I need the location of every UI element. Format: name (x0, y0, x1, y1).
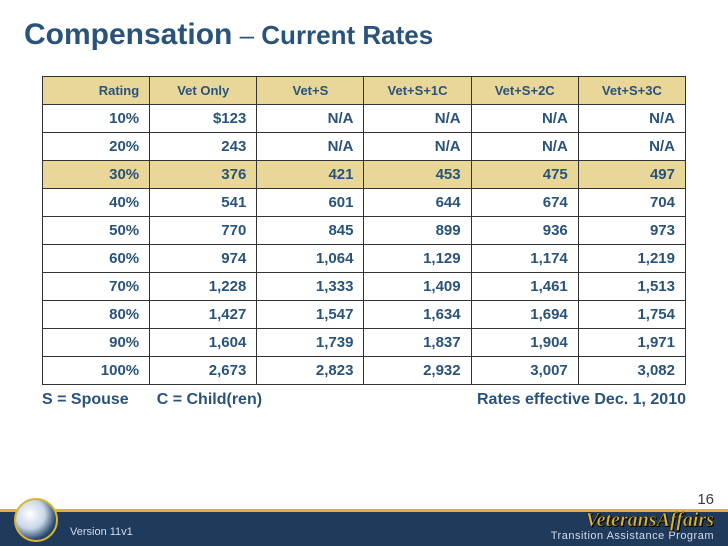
table-cell: 845 (257, 217, 364, 245)
table-cell: 1,694 (471, 301, 578, 329)
table-cell: 30% (43, 161, 150, 189)
table-cell: 20% (43, 133, 150, 161)
table-cell: 974 (150, 245, 257, 273)
legend-row: S = Spouse C = Child(ren) Rates effectiv… (42, 391, 686, 409)
rates-table: Rating Vet Only Vet+S Vet+S+1C Vet+S+2C … (42, 76, 686, 385)
title-subtitle: Current Rates (261, 20, 433, 50)
table-cell: 1,837 (364, 329, 471, 357)
table-row: 30%376421453475497 (43, 161, 686, 189)
table-row: 90%1,6041,7391,8371,9041,971 (43, 329, 686, 357)
table-cell: 770 (150, 217, 257, 245)
table-cell: 1,409 (364, 273, 471, 301)
table-cell: 70% (43, 273, 150, 301)
table-cell: N/A (578, 105, 685, 133)
table-cell: 1,754 (578, 301, 685, 329)
table-cell: 1,064 (257, 245, 364, 273)
table-cell: 704 (578, 189, 685, 217)
table-cell: 3,007 (471, 357, 578, 385)
table-cell: N/A (364, 133, 471, 161)
table-cell: 644 (364, 189, 471, 217)
footer: Version 11v1 VeteransAffairs Transition … (0, 492, 728, 546)
table-cell: 243 (150, 133, 257, 161)
table-cell: 1,547 (257, 301, 364, 329)
table-row: 60%9741,0641,1291,1741,219 (43, 245, 686, 273)
table-cell: 1,971 (578, 329, 685, 357)
table-cell: 2,823 (257, 357, 364, 385)
col-vet-only: Vet Only (150, 77, 257, 105)
table-cell: 80% (43, 301, 150, 329)
table-row: 80%1,4271,5471,6341,6941,754 (43, 301, 686, 329)
slide-title: Compensation – Current Rates (24, 18, 704, 52)
table-cell: 541 (150, 189, 257, 217)
table-cell: 497 (578, 161, 685, 189)
table-cell: 10% (43, 105, 150, 133)
table-cell: 421 (257, 161, 364, 189)
table-cell: 1,219 (578, 245, 685, 273)
legend-effective-date: Rates effective Dec. 1, 2010 (477, 391, 686, 409)
table-cell: 899 (364, 217, 471, 245)
col-rating: Rating (43, 77, 150, 105)
table-header-row: Rating Vet Only Vet+S Vet+S+1C Vet+S+2C … (43, 77, 686, 105)
table-cell: N/A (578, 133, 685, 161)
table-body: 10%$123N/AN/AN/AN/A20%243N/AN/AN/AN/A30%… (43, 105, 686, 385)
table-cell: 1,427 (150, 301, 257, 329)
table-row: 40%541601644674704 (43, 189, 686, 217)
table-cell: 1,461 (471, 273, 578, 301)
col-vet-s-1c: Vet+S+1C (364, 77, 471, 105)
table-cell: N/A (257, 105, 364, 133)
table-cell: 1,228 (150, 273, 257, 301)
table-cell: 60% (43, 245, 150, 273)
table-cell: 1,513 (578, 273, 685, 301)
table-cell: 601 (257, 189, 364, 217)
table-cell: 3,082 (578, 357, 685, 385)
table-cell: 90% (43, 329, 150, 357)
table-row: 100%2,6732,8232,9323,0073,082 (43, 357, 686, 385)
table-cell: 2,932 (364, 357, 471, 385)
table-cell: 376 (150, 161, 257, 189)
legend-spouse: S = Spouse (42, 391, 129, 409)
brand-title: VeteransAffairs (551, 510, 714, 530)
slide: Compensation – Current Rates Rating Vet … (0, 0, 728, 546)
col-vet-s-2c: Vet+S+2C (471, 77, 578, 105)
title-separator: – (232, 20, 261, 50)
title-main: Compensation (24, 18, 232, 51)
brand-block: VeteransAffairs Transition Assistance Pr… (551, 510, 714, 542)
table-cell: 1,739 (257, 329, 364, 357)
col-vet-s-3c: Vet+S+3C (578, 77, 685, 105)
col-vet-s: Vet+S (257, 77, 364, 105)
legend-child: C = Child(ren) (157, 391, 262, 409)
table-cell: 475 (471, 161, 578, 189)
version-label: Version 11v1 (70, 526, 133, 538)
table-cell: 50% (43, 217, 150, 245)
rates-table-container: Rating Vet Only Vet+S Vet+S+1C Vet+S+2C … (42, 76, 686, 385)
table-cell: 1,604 (150, 329, 257, 357)
table-cell: 2,673 (150, 357, 257, 385)
table-row: 70%1,2281,3331,4091,4611,513 (43, 273, 686, 301)
table-cell: 1,174 (471, 245, 578, 273)
table-cell: 1,904 (471, 329, 578, 357)
table-row: 10%$123N/AN/AN/AN/A (43, 105, 686, 133)
table-cell: 1,333 (257, 273, 364, 301)
table-cell: 100% (43, 357, 150, 385)
brand-subtitle: Transition Assistance Program (551, 531, 714, 542)
table-cell: N/A (364, 105, 471, 133)
table-cell: 936 (471, 217, 578, 245)
table-row: 50%770845899936973 (43, 217, 686, 245)
table-cell: N/A (257, 133, 364, 161)
table-cell: $123 (150, 105, 257, 133)
table-cell: 453 (364, 161, 471, 189)
table-cell: 674 (471, 189, 578, 217)
table-cell: N/A (471, 133, 578, 161)
table-cell: 1,129 (364, 245, 471, 273)
table-cell: 973 (578, 217, 685, 245)
table-cell: 40% (43, 189, 150, 217)
table-row: 20%243N/AN/AN/AN/A (43, 133, 686, 161)
table-cell: 1,634 (364, 301, 471, 329)
va-seal-icon (14, 498, 58, 542)
table-cell: N/A (471, 105, 578, 133)
